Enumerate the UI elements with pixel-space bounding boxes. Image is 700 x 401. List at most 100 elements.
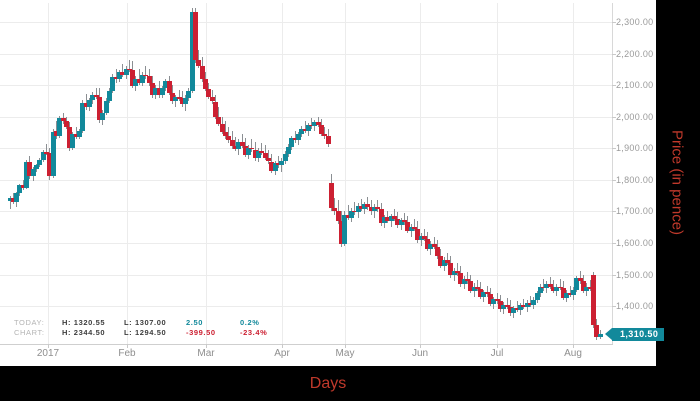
candle-body <box>279 160 285 166</box>
candlestick <box>451 3 457 344</box>
candlestick <box>196 3 202 344</box>
candle-wick <box>423 228 425 242</box>
candlestick <box>252 3 258 344</box>
candlestick <box>408 3 414 344</box>
candlestick <box>448 3 454 344</box>
y-axis-tick-label: 1,800.00 <box>616 174 654 185</box>
x-axis-title-text: Days <box>309 374 347 392</box>
candlestick <box>236 3 242 344</box>
x-axis-tick-mark <box>420 344 421 348</box>
candlestick <box>580 3 586 344</box>
candlestick <box>83 3 89 344</box>
candle-wick <box>354 201 356 215</box>
candlestick <box>358 3 364 344</box>
candle-body <box>130 69 136 86</box>
candlestick <box>544 3 550 344</box>
candle-body <box>116 72 122 80</box>
y-axis-tick-mark <box>612 116 616 118</box>
candle-body <box>209 97 215 102</box>
candlestick <box>491 3 497 344</box>
candlestick <box>269 3 275 344</box>
candle-body <box>302 128 308 131</box>
candlestick <box>213 3 218 344</box>
candle-wick <box>569 285 571 297</box>
x-axis-tick-label: Mar <box>197 348 215 359</box>
candle-body <box>156 87 162 95</box>
gridline-vertical <box>497 3 498 344</box>
candle-body <box>411 226 417 229</box>
candle-wick <box>367 197 369 210</box>
candlestick <box>405 3 411 344</box>
x-axis-tick-label: 2017 <box>36 348 60 359</box>
candle-body <box>468 281 474 291</box>
candlestick <box>266 3 272 344</box>
candle-body <box>262 152 268 158</box>
candle-body <box>401 220 407 223</box>
candle-body <box>348 210 354 218</box>
candle-body <box>282 153 288 161</box>
candlestick <box>561 3 567 344</box>
candle-body <box>570 289 576 295</box>
candle-wick <box>476 279 478 291</box>
candlestick <box>391 3 397 344</box>
candle-wick <box>347 205 349 221</box>
candle-body <box>272 163 278 171</box>
candlestick <box>302 3 308 344</box>
candle-body <box>252 149 258 159</box>
candle-body <box>408 226 414 231</box>
candlestick <box>67 3 73 344</box>
candle-wick <box>251 139 253 153</box>
candle-body <box>143 74 149 77</box>
candle-body <box>103 100 109 113</box>
x-axis-tick-mark <box>345 344 346 348</box>
candlestick <box>60 3 66 344</box>
candle-body <box>67 126 73 149</box>
candlestick <box>70 3 76 344</box>
x-axis-tick-mark <box>48 344 49 348</box>
candlestick <box>501 3 507 344</box>
candle-body <box>30 169 36 177</box>
candlestick <box>47 3 53 344</box>
candle-wick <box>311 118 313 129</box>
candle-body <box>199 65 205 80</box>
x-axis-tick-label: May <box>335 348 355 359</box>
candle-wick <box>360 198 362 212</box>
chart-panel: 2,300.00 2,200.00 2,100.00 2,000.00 1,900.00… <box>0 0 665 366</box>
candle-wick <box>178 89 180 101</box>
candle-body <box>285 146 291 154</box>
candlestick <box>421 3 427 344</box>
candlestick <box>24 3 30 344</box>
candle-wick <box>324 126 326 139</box>
x-axis-tick-label: Aug <box>564 348 582 359</box>
candle-body <box>57 118 63 137</box>
candlestick <box>226 3 232 344</box>
candlestick <box>551 3 557 344</box>
candlestick <box>100 3 106 344</box>
candle-body <box>398 220 404 226</box>
candle-body <box>113 76 119 80</box>
candlestick <box>481 3 487 344</box>
candlestick <box>319 3 325 344</box>
candlestick <box>189 3 195 344</box>
candlestick <box>216 3 222 344</box>
candlestick <box>272 3 278 344</box>
candlestick <box>325 3 331 344</box>
candle-wick <box>589 279 591 291</box>
gridline-horizontal <box>0 306 612 308</box>
candlestick <box>209 3 215 344</box>
candlestick <box>203 3 209 344</box>
x-axis-tick-mark <box>573 344 574 348</box>
candlestick <box>514 3 520 344</box>
candle-body <box>395 218 401 226</box>
gridline-vertical <box>573 3 574 344</box>
candlestick <box>246 3 252 344</box>
candle-wick <box>393 209 395 222</box>
candlestick <box>355 3 361 344</box>
candle-body <box>63 121 69 127</box>
candle-body <box>259 150 265 153</box>
candlestick <box>554 3 560 344</box>
candlestick <box>173 3 179 344</box>
candlestick <box>96 3 102 344</box>
candle-wick <box>45 144 47 155</box>
